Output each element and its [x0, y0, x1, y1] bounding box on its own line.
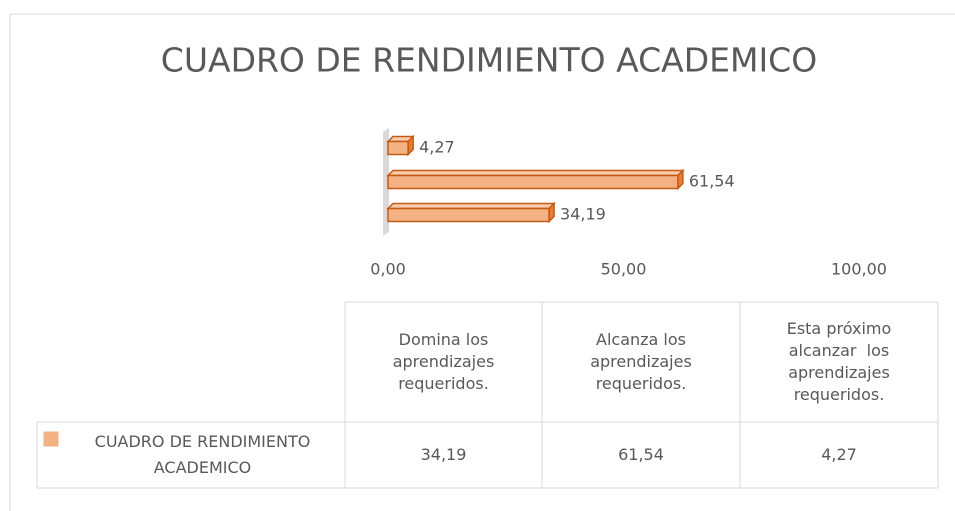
x-tick-label: 0,00: [370, 260, 406, 279]
chart-title: CUADRO DE RENDIMIENTO ACADEMICO: [161, 41, 817, 80]
table-header: Alcanza los aprendizajes requeridos.: [590, 330, 697, 393]
table-value: 61,54: [618, 445, 664, 464]
data-label: 34,19: [560, 205, 606, 224]
bar: [386, 201, 556, 224]
x-tick-label: 100,00: [831, 260, 887, 279]
table-header: Esta próximo alcanzar los aprendizajes r…: [786, 319, 897, 404]
table-value: 4,27: [821, 445, 857, 464]
legend-label: CUADRO DE RENDIMIENTO ACADEMICO: [94, 432, 316, 477]
data-label: 4,27: [419, 138, 455, 157]
chart-border: [9, 13, 955, 511]
bar: [386, 168, 685, 191]
x-tick-label: 50,00: [601, 260, 647, 279]
legend-key: [43, 431, 59, 447]
data-label: 61,54: [689, 172, 735, 191]
table-value: 34,19: [420, 445, 467, 464]
bar: [386, 134, 415, 157]
table-header: Domina los aprendizajes requeridos.: [392, 330, 500, 393]
